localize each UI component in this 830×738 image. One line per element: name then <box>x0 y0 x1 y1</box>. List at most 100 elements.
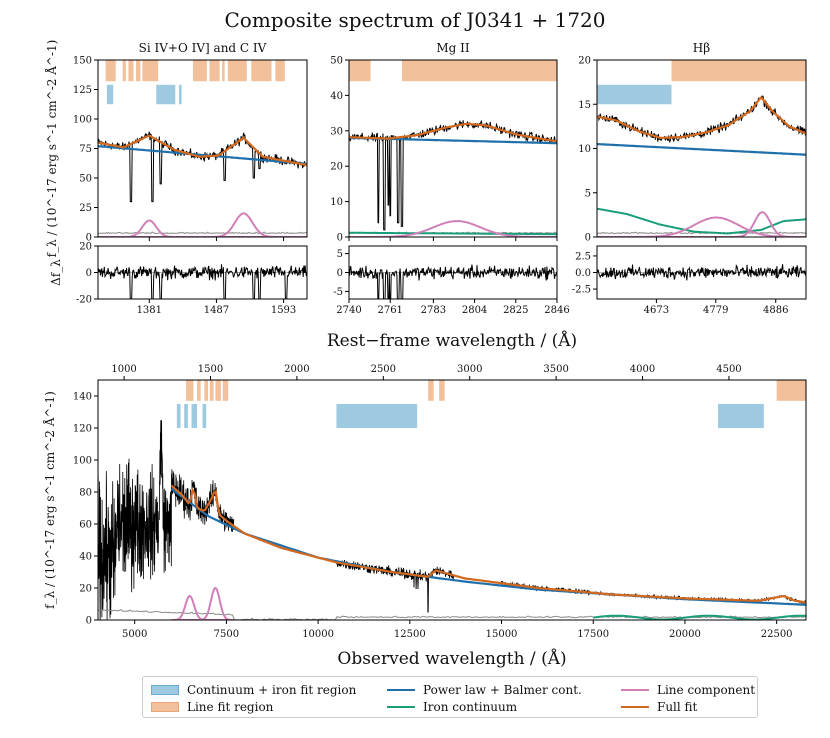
line-region-bar <box>251 60 272 82</box>
y-tick-label: 40 <box>330 91 343 102</box>
x-tick-label: 2761 <box>377 305 402 316</box>
top-axis-label: Rest−frame wavelength / (Å) <box>327 330 577 351</box>
x-tick-label: 1593 <box>271 305 296 316</box>
y-tick-label: 0 <box>585 233 591 244</box>
cont-region-bar <box>106 84 114 105</box>
power-law-line <box>98 145 307 165</box>
x-tick-label: 10000 <box>302 629 334 640</box>
line-region-bar <box>204 380 209 401</box>
error-spectrum <box>98 231 307 235</box>
legend-label-cont-region: Continuum + iron fit region <box>187 683 357 697</box>
legend-swatch-power-law <box>387 689 415 691</box>
y-tick-label: 120 <box>73 424 92 435</box>
residual-area-hbeta <box>597 264 806 281</box>
power-law-line <box>597 143 806 156</box>
x-tick-label: 15000 <box>486 629 518 640</box>
residual-y-label: Δf_λ <box>49 259 63 286</box>
line-region-bar <box>671 60 806 82</box>
legend-item-cont-region: Continuum + iron fit region <box>151 683 356 697</box>
x-tick-label: 1487 <box>204 305 229 316</box>
x-tick-label: 2740 <box>336 305 361 316</box>
iron-continuum-line <box>349 231 557 236</box>
line-region-bar <box>136 60 141 82</box>
iron-continuum-line <box>593 614 806 620</box>
y-tick-label: 100 <box>73 115 92 126</box>
legend-label-line-comp: Line component <box>657 683 756 697</box>
line-region-bar <box>401 60 557 82</box>
line-region-bar <box>222 380 229 401</box>
residual-y-tick-label: 0 <box>337 268 343 279</box>
spectrum-data-optical <box>98 420 235 620</box>
line-region-bar <box>428 380 434 401</box>
full-fit-line <box>597 96 806 140</box>
y-tick-label: 20 <box>578 56 591 67</box>
residual-data <box>98 264 307 299</box>
x-tick-label: 20000 <box>669 629 701 640</box>
y-tick-label: 0 <box>86 233 92 244</box>
x-axis-label-observed: Observed wavelength / (Å) <box>337 648 566 669</box>
cont-region-bar <box>336 404 418 428</box>
spectrum-data-nir-0 <box>335 559 455 613</box>
plot-area-siiv <box>98 60 307 237</box>
cont-region-bar <box>179 84 182 105</box>
top-x-tick-label: 2500 <box>371 364 396 375</box>
residual-data <box>597 264 806 281</box>
legend: Continuum + iron fit region Line fit reg… <box>142 676 758 718</box>
plot-area-mgii <box>349 60 557 237</box>
spectrum-data <box>98 131 307 203</box>
top-x-tick-label: 2000 <box>284 364 309 375</box>
x-tick-label: 17500 <box>577 629 609 640</box>
y-tick-label: 140 <box>73 392 92 403</box>
line-region-bar <box>275 60 285 82</box>
cont-region-bar <box>184 404 188 428</box>
legend-swatch-line-region <box>151 702 179 712</box>
residual-data <box>349 264 557 299</box>
line-region-bar <box>209 60 220 82</box>
top-x-tick-label: 1000 <box>111 364 136 375</box>
y-tick-label: 50 <box>330 56 343 67</box>
x-tick-label: 2783 <box>421 305 446 316</box>
residual-y-tick-label: 0.0 <box>575 268 591 279</box>
x-tick-label: 4673 <box>644 305 669 316</box>
legend-label-line-region: Line fit region <box>187 700 274 714</box>
x-tick-label: 2804 <box>462 305 487 316</box>
legend-swatch-cont-region <box>151 685 179 695</box>
cont-region-bar <box>191 404 198 428</box>
cont-region-bar <box>202 404 207 428</box>
residual-y-tick-label: 5 <box>337 249 343 260</box>
line-region-bar <box>122 60 126 82</box>
power-law-line <box>170 487 806 606</box>
y-tick-label: 25 <box>79 203 92 214</box>
residual-area-mgii <box>349 264 557 299</box>
y-tick-label: 40 <box>79 552 92 563</box>
line-region-bar <box>349 60 371 82</box>
residual-y-tick-label: -20 <box>76 295 92 306</box>
legend-item-power-law: Power law + Balmer cont. <box>387 683 582 697</box>
plot-area-hbeta <box>597 60 806 237</box>
panel-title-siiv: Si IV+O IV] and C IV <box>139 41 267 55</box>
legend-item-line-region: Line fit region <box>151 700 273 714</box>
legend-item-line-comp: Line component <box>621 683 755 697</box>
x-tick-label: 4886 <box>763 305 788 316</box>
y-tick-label: 60 <box>79 520 92 531</box>
line-region-bar <box>215 380 221 401</box>
x-tick-label: 2825 <box>503 305 528 316</box>
legend-label-iron: Iron continuum <box>423 700 518 714</box>
residual-y-tick-label: 20 <box>79 242 92 253</box>
cont-region-bar <box>717 404 764 428</box>
residual-y-tick-label: -5 <box>333 287 343 298</box>
y-axis-label-observed: f_λ / (10^-17 erg s^-1 cm^-2 Å^-1) <box>42 391 57 609</box>
panel-title-mgii: Mg II <box>436 41 470 55</box>
x-tick-label: 5000 <box>122 629 147 640</box>
y-tick-label: 80 <box>79 488 92 499</box>
x-tick-label: 2846 <box>544 305 569 316</box>
top-x-tick-label: 4500 <box>716 364 741 375</box>
panel-observed: 0 20 40 60 80 100 120 140 5000 7500 10000 12500 1500… <box>42 330 807 669</box>
line-region-bar <box>128 60 134 82</box>
legend-item-iron: Iron continuum <box>387 700 517 714</box>
line-region-bar <box>209 380 214 401</box>
x-tick-label: 1381 <box>137 305 162 316</box>
